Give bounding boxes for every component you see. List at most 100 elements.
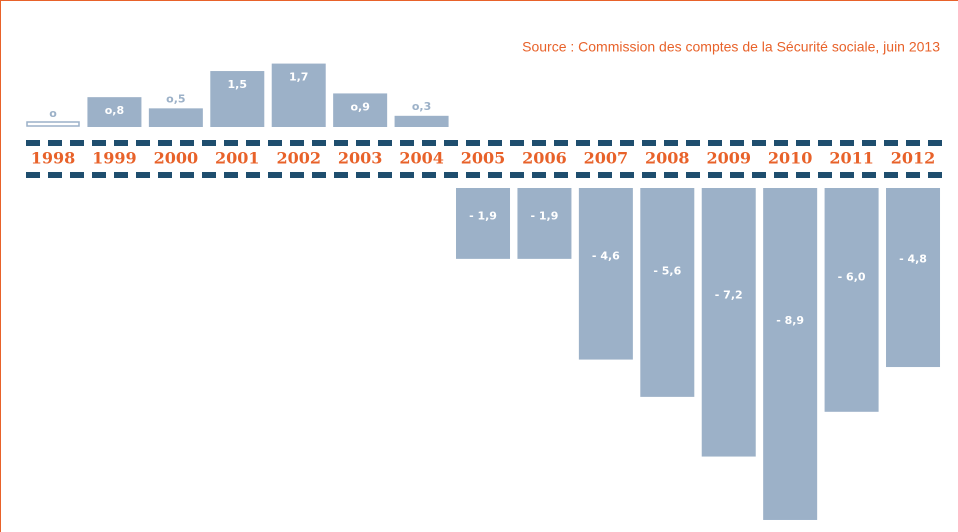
band-dash	[466, 172, 480, 178]
year-label: 1998	[31, 149, 76, 168]
year-label: 2000	[154, 149, 199, 168]
band-dash	[532, 140, 546, 146]
band-dash	[730, 140, 744, 146]
year-label: 2006	[522, 149, 567, 168]
bar	[148, 108, 203, 127]
band-dash	[26, 140, 40, 146]
band-dash	[422, 140, 436, 146]
band-dash	[268, 140, 282, 146]
band-dash	[158, 140, 172, 146]
source: Source : Commission des comptes de la Sé…	[522, 39, 940, 55]
band-dash	[752, 172, 766, 178]
band-dash	[884, 140, 898, 146]
band-dash	[576, 172, 590, 178]
bar	[640, 188, 695, 397]
band-dash	[92, 172, 106, 178]
band-dash	[246, 172, 260, 178]
band-dash	[136, 172, 150, 178]
bar	[333, 93, 388, 127]
band-dash	[26, 172, 40, 178]
band-dash	[246, 140, 260, 146]
band-dash	[906, 172, 920, 178]
value-label: - 8,9	[776, 314, 804, 327]
band-dash	[488, 172, 502, 178]
band-dash	[884, 172, 898, 178]
band-dash	[510, 172, 524, 178]
value-label: o,9	[350, 100, 369, 113]
band-dash	[180, 172, 194, 178]
year-label: 2003	[338, 149, 383, 168]
value-label: - 5,6	[653, 265, 681, 278]
bar	[578, 188, 633, 360]
value-label: o,8	[105, 104, 124, 117]
band-dash	[796, 172, 810, 178]
band-dash	[620, 140, 634, 146]
band-dash	[686, 140, 700, 146]
year-label: 2005	[461, 149, 506, 168]
year-label: 2002	[276, 149, 321, 168]
band-dash	[598, 140, 612, 146]
year-label: 2008	[645, 149, 690, 168]
band-dash	[554, 172, 568, 178]
band-dash	[180, 140, 194, 146]
value-label: 1,5	[228, 78, 248, 91]
band-dash	[400, 140, 414, 146]
value-label: - 4,6	[592, 250, 620, 263]
band-dash	[70, 140, 84, 146]
band-dash	[620, 172, 634, 178]
band-dash	[224, 172, 238, 178]
year-label: 2001	[215, 149, 260, 168]
band-dash	[444, 172, 458, 178]
band-dash	[92, 140, 106, 146]
band-dash	[114, 140, 128, 146]
band-dash	[356, 172, 370, 178]
band-dash	[466, 140, 480, 146]
band-dash	[158, 172, 172, 178]
bar	[517, 188, 572, 259]
band-dash	[774, 172, 788, 178]
value-label: o,3	[412, 100, 431, 113]
bar	[886, 188, 941, 368]
year-label: 2011	[829, 149, 874, 168]
band-dash	[48, 172, 62, 178]
band-dash	[928, 140, 942, 146]
band-dash	[224, 140, 238, 146]
band-dash	[686, 172, 700, 178]
band-dash	[576, 140, 590, 146]
band-dash	[400, 172, 414, 178]
band-dash	[708, 172, 722, 178]
band-dash	[48, 140, 62, 146]
band-dash	[554, 140, 568, 146]
band-dash	[928, 172, 942, 178]
band-dash	[202, 140, 216, 146]
year-label: 2012	[891, 149, 936, 168]
band-dash	[290, 172, 304, 178]
band-dash	[818, 140, 832, 146]
band-dash	[840, 140, 854, 146]
value-label: 1,7	[289, 71, 309, 84]
value-label: - 1,9	[530, 209, 558, 222]
bar	[271, 63, 326, 127]
band-dash	[642, 172, 656, 178]
band-dash	[862, 140, 876, 146]
band-dash	[422, 172, 436, 178]
bar	[763, 188, 818, 520]
band-dash	[862, 172, 876, 178]
value-label: o	[49, 107, 57, 120]
year-label: 2010	[768, 149, 813, 168]
band-dash	[334, 172, 348, 178]
band-dash	[444, 140, 458, 146]
bar	[87, 97, 142, 127]
bar	[701, 188, 756, 457]
band-dash	[818, 172, 832, 178]
band-dash	[70, 172, 84, 178]
band-dash	[114, 172, 128, 178]
band-dash	[312, 172, 326, 178]
bar	[824, 188, 879, 412]
band-dash	[488, 140, 502, 146]
band-dash	[708, 140, 722, 146]
band-dash	[202, 172, 216, 178]
band-dash	[378, 172, 392, 178]
band-dash	[774, 140, 788, 146]
